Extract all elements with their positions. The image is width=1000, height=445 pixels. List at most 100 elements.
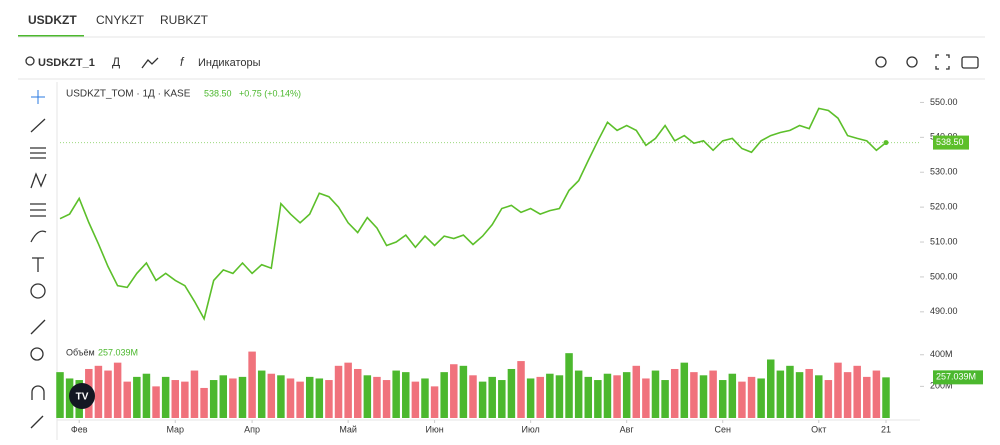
trendline-tool[interactable] <box>30 118 46 133</box>
volume-bar <box>728 373 737 418</box>
volume-bar <box>200 387 208 418</box>
volume-bar <box>382 380 391 418</box>
fullscreen-icon[interactable] <box>935 54 950 70</box>
volume-bar <box>478 381 487 418</box>
x-tick-label: Апр <box>244 424 260 434</box>
volume-bar <box>824 380 833 418</box>
volume-bar <box>882 377 890 418</box>
x-tick-label: Мар <box>166 424 184 434</box>
volume-bar <box>440 372 448 418</box>
volume-bar <box>277 375 285 418</box>
volume-bar <box>421 378 429 418</box>
brush-tool[interactable] <box>30 230 47 243</box>
drawing-tools <box>30 90 47 429</box>
volume-bar <box>594 380 602 418</box>
pattern-tool[interactable] <box>30 172 47 189</box>
volume-bar <box>142 373 151 418</box>
volume-bar <box>574 370 583 418</box>
last-price-badge <box>933 135 969 150</box>
tab[interactable]: USDKZT <box>28 13 77 27</box>
x-tick-label: Фев <box>71 424 88 434</box>
volume-bar <box>872 370 881 418</box>
chart-title: USDKZT_TOM · 1Д · KASE <box>66 89 191 100</box>
volume-bar <box>642 378 650 418</box>
y-tick-label: 490.00 <box>930 306 958 316</box>
volume-bar <box>161 376 170 418</box>
fib-tool[interactable] <box>30 147 46 159</box>
volume-bar <box>190 370 199 418</box>
x-tick-label: 21 <box>881 424 891 434</box>
volume-bar <box>584 376 593 418</box>
chart-type-icon[interactable] <box>141 57 159 69</box>
volume-bar <box>757 378 765 418</box>
volume-bar <box>286 378 295 418</box>
volume-bar <box>450 364 458 418</box>
volume-bar <box>834 362 842 418</box>
settings-icon[interactable] <box>906 56 918 68</box>
crosshair-tool[interactable] <box>31 90 45 104</box>
volume-bar <box>622 372 631 418</box>
volume-bar <box>152 386 160 418</box>
x-tick-label: Авг <box>620 424 635 434</box>
volume-bar <box>632 365 641 418</box>
x-tick-label: Май <box>339 424 357 434</box>
volume-bar <box>747 376 756 418</box>
x-tick-label: Июл <box>521 424 539 434</box>
magnet-tool[interactable] <box>31 385 45 400</box>
volume-bar <box>104 370 112 418</box>
tab[interactable]: RUBKZT <box>160 13 209 27</box>
tab-underline <box>18 35 84 37</box>
indicators-button[interactable]: Индикаторы <box>198 57 261 69</box>
volume-bar <box>670 368 679 418</box>
emoji-tool[interactable] <box>30 283 46 299</box>
screenshot-icon[interactable] <box>961 56 979 69</box>
volume-bar <box>363 375 372 418</box>
volume-bar <box>181 381 189 418</box>
volume-bar <box>766 359 775 418</box>
alert-icon[interactable] <box>875 56 887 68</box>
search-icon[interactable] <box>25 56 35 66</box>
last-price: 538.50 <box>204 88 232 98</box>
volume-bar <box>517 361 525 418</box>
volume-bar <box>334 365 343 418</box>
volume-bar <box>488 376 496 418</box>
zoom-tool[interactable] <box>30 347 44 361</box>
volume-bar <box>776 370 785 418</box>
volume-bar <box>651 370 660 418</box>
ruler-tool[interactable] <box>30 319 46 335</box>
interval[interactable]: Д <box>112 55 120 69</box>
tab[interactable]: CNYKZT <box>96 13 145 27</box>
text-tool[interactable] <box>32 257 44 272</box>
volume-bar <box>229 378 237 418</box>
volume-bar <box>738 381 746 418</box>
y-tick-label: 520.00 <box>930 202 958 212</box>
volume-bar <box>94 365 103 418</box>
volume-bar <box>536 376 544 418</box>
volume-title: Объём <box>66 347 95 357</box>
volume-bar <box>459 365 468 418</box>
tv-logo[interactable] <box>69 383 95 409</box>
y-tick-label: 500.00 <box>930 271 958 281</box>
volume-bar <box>786 365 794 418</box>
y-tick-label: 510.00 <box>930 236 958 246</box>
tv-logo-text: TV <box>76 392 89 403</box>
symbol-input[interactable]: USDKZT_1 <box>38 57 95 69</box>
volume-bar <box>469 375 477 418</box>
x-tick-label: Окт <box>811 424 826 434</box>
volume-bar <box>344 362 352 418</box>
fx-icon[interactable]: f <box>180 55 185 69</box>
volume-bar <box>680 362 689 418</box>
volume-bar <box>526 378 535 418</box>
volume-bar <box>296 381 304 418</box>
projection-tool[interactable] <box>30 203 46 217</box>
volume-bar <box>209 380 218 418</box>
volume-bar <box>805 368 813 418</box>
volume-bar <box>555 375 564 418</box>
pencil-lock-tool[interactable] <box>30 415 44 429</box>
volume-bar <box>123 381 131 418</box>
volume-badge-label: 257.039M <box>936 372 976 382</box>
volume-bar <box>267 373 276 418</box>
volume-bar <box>238 376 247 418</box>
